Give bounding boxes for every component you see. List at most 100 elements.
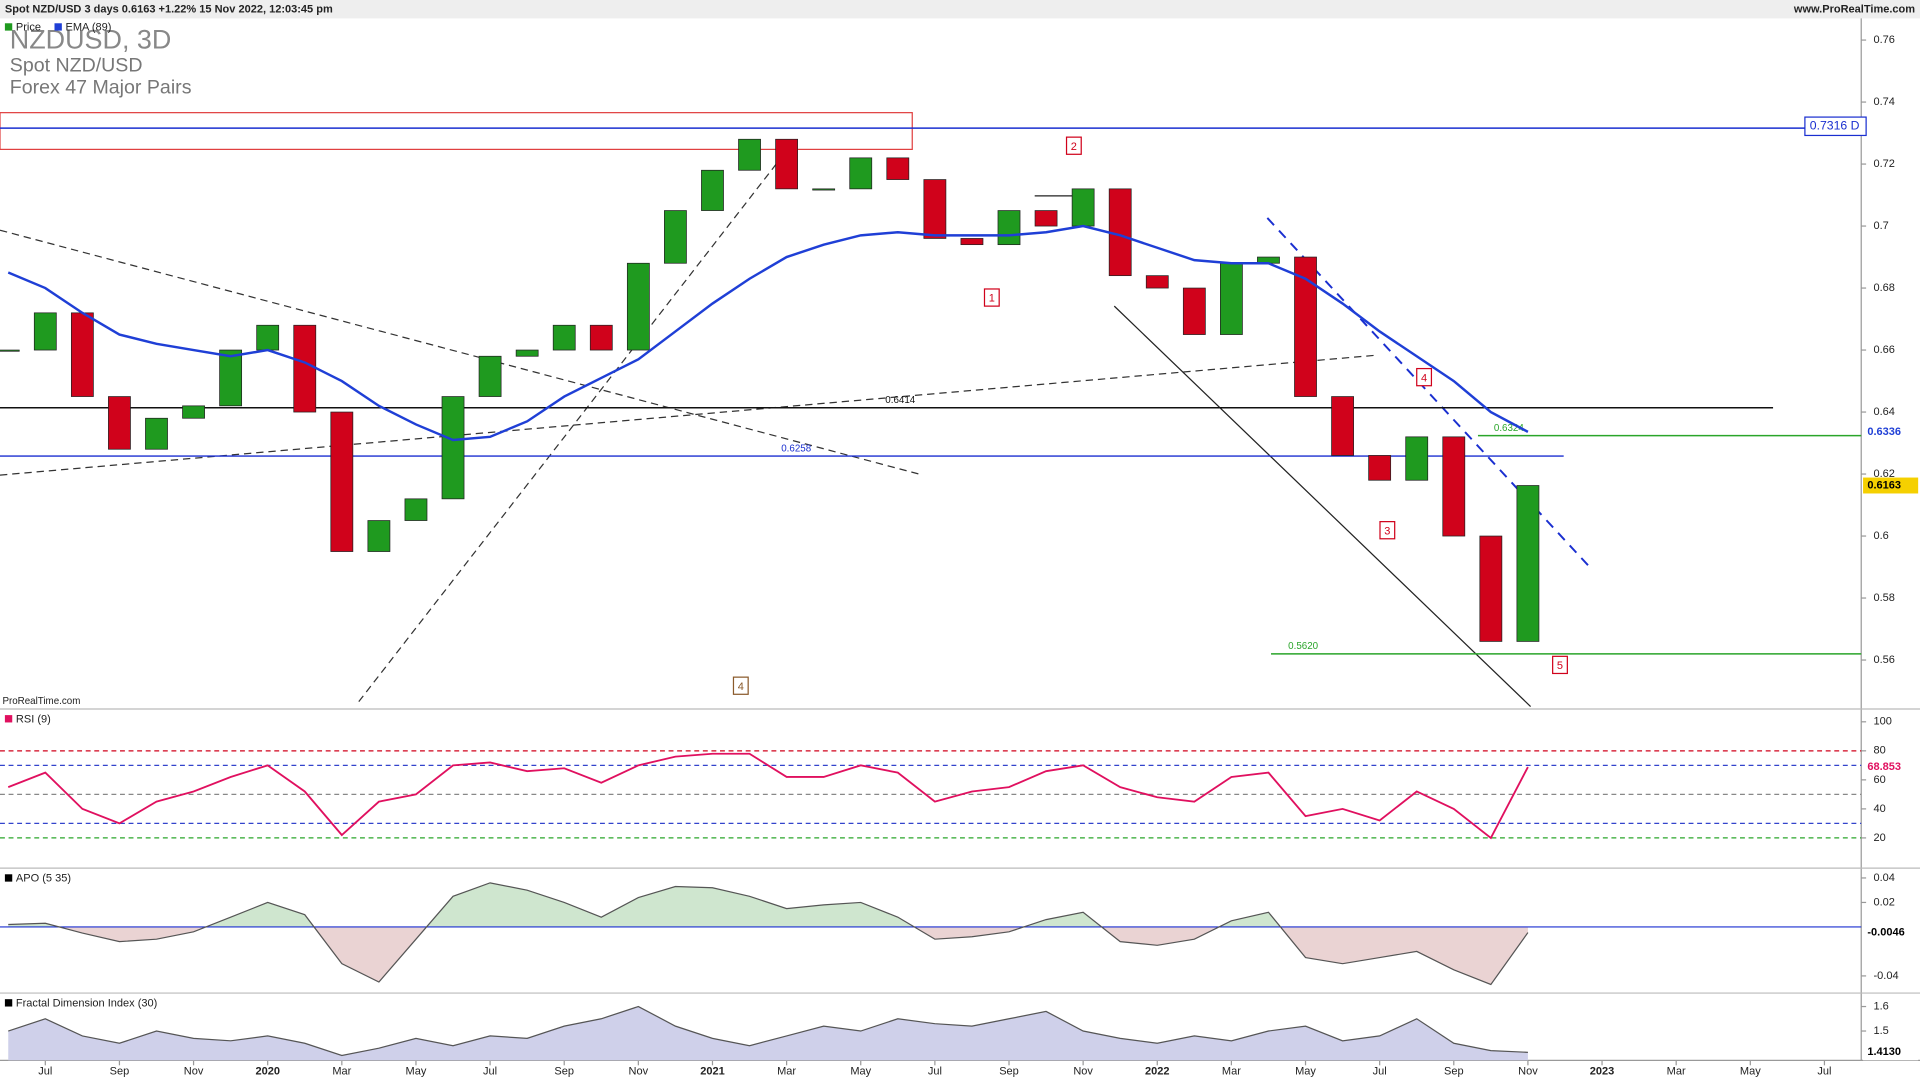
- candle: [997, 210, 1021, 246]
- candle: [1442, 436, 1466, 537]
- y-tick-label: 0.58: [1873, 592, 1894, 604]
- candle: [108, 396, 131, 450]
- ema-line: [7, 224, 1529, 442]
- site-link: www.ProRealTime.com: [1793, 4, 1915, 16]
- indicator-line: [8, 1005, 1528, 1057]
- y-tick-label: 60: [1873, 774, 1885, 786]
- candle: [404, 498, 428, 521]
- last-value-box: [1863, 423, 1919, 440]
- x-tick-label: 2021: [700, 1065, 725, 1077]
- legend-label: Fractal Dimension Index (30): [16, 997, 157, 1009]
- chart-subtitle: Spot NZD/USD: [10, 54, 143, 76]
- candle: [293, 324, 317, 413]
- candle: [552, 324, 576, 351]
- x-tick-label: May: [1295, 1065, 1316, 1077]
- indicator-line: [8, 882, 1529, 986]
- legend-swatch: [54, 23, 62, 31]
- last-value-box: [1863, 924, 1919, 941]
- x-tick-label: May: [406, 1065, 427, 1077]
- x-tick-label: May: [850, 1065, 871, 1077]
- candle: [1145, 275, 1169, 289]
- candle: [33, 312, 57, 351]
- x-tick-label: Mar: [1667, 1065, 1686, 1077]
- chart-description: Forex 47 Major Pairs: [10, 76, 192, 98]
- legend-swatch: [4, 715, 13, 723]
- trend-line: [0, 354, 1378, 476]
- x-tick-label: Mar: [1222, 1065, 1241, 1077]
- area-negative: [8, 926, 1528, 985]
- last-value-label: 68.853: [1867, 761, 1901, 773]
- legend-swatch: [4, 999, 13, 1007]
- level-label-box: [1804, 116, 1867, 137]
- candle: [812, 188, 836, 191]
- candle: [256, 324, 280, 351]
- y-tick-label: 0.76: [1873, 34, 1894, 46]
- y-tick-label: 0.7: [1873, 220, 1888, 232]
- trend-line: [1113, 305, 1532, 707]
- x-tick-label: Nov: [184, 1065, 204, 1077]
- y-tick-label: 0.68: [1873, 282, 1894, 294]
- last-value-label: 0.6163: [1867, 479, 1901, 491]
- candle: [738, 138, 761, 171]
- candle: [219, 349, 243, 407]
- y-tick-label: 20: [1873, 832, 1885, 844]
- top-bar: [0, 0, 1920, 19]
- wave-box: [1552, 655, 1568, 675]
- wave-box: [1416, 367, 1433, 387]
- x-tick-label: Jul: [1817, 1065, 1831, 1077]
- watermark: ProRealTime.com: [2, 696, 80, 707]
- y-tick-label: 1.6: [1873, 1000, 1888, 1012]
- wave-box: [1065, 136, 1082, 155]
- y-tick-label: 0.74: [1873, 96, 1894, 108]
- x-tick-label: Nov: [629, 1065, 649, 1077]
- legend-swatch: [4, 23, 13, 31]
- y-tick-label: 40: [1873, 803, 1885, 815]
- wave-label: 5: [1557, 660, 1563, 672]
- level-label: 0.6258: [781, 443, 811, 454]
- y-tick-label: -0.04: [1873, 970, 1898, 982]
- x-tick-label: Jul: [928, 1065, 942, 1077]
- candle: [1479, 535, 1503, 642]
- x-tick-label: Jul: [1373, 1065, 1387, 1077]
- wave-label: 4: [1421, 372, 1427, 384]
- y-tick-label: 100: [1873, 716, 1891, 728]
- last-value-label: 1.4130: [1867, 1046, 1901, 1058]
- candle: [182, 405, 205, 419]
- candle: [1331, 396, 1354, 456]
- level-label: 0.6324: [1494, 423, 1524, 434]
- level-label: 0.7316 D: [1810, 118, 1860, 132]
- y-tick-label: 0.66: [1873, 344, 1894, 356]
- last-value-box: [1863, 759, 1919, 775]
- y-tick-label: 0.64: [1873, 406, 1894, 418]
- candle: [701, 169, 724, 211]
- level-label: 0.5620: [1288, 641, 1318, 652]
- candle: [849, 157, 873, 190]
- last-value-box: [1863, 1044, 1919, 1061]
- trend-line: [358, 158, 781, 703]
- candle: [1516, 485, 1540, 642]
- y-tick-label: 0.72: [1873, 158, 1894, 170]
- wave-box: [732, 676, 749, 695]
- candle: [589, 324, 613, 351]
- x-tick-label: Sep: [999, 1065, 1019, 1077]
- wave-box: [1379, 521, 1396, 540]
- chart-title: NZDUSD, 3D: [10, 25, 172, 55]
- y-tick-label: 0.62: [1873, 468, 1894, 480]
- y-tick-label: 0.6: [1873, 530, 1888, 542]
- wave-label: 2: [1071, 141, 1077, 153]
- resistance-zone: [0, 112, 913, 150]
- x-tick-label: Nov: [1073, 1065, 1093, 1077]
- wave-labels: 1 2 3 4 5 4: [732, 136, 1568, 695]
- candle: [1368, 455, 1392, 481]
- last-value-label: 0.6336: [1867, 426, 1901, 438]
- indicator-line: [7, 752, 1529, 840]
- x-tick-label: Mar: [777, 1065, 796, 1077]
- x-tick-label: Nov: [1518, 1065, 1538, 1077]
- candle: [70, 312, 94, 397]
- legend-swatch: [4, 874, 13, 882]
- candle: [1182, 287, 1206, 335]
- y-tick-label: 0.04: [1873, 872, 1894, 884]
- x-tick-label: Sep: [110, 1065, 130, 1077]
